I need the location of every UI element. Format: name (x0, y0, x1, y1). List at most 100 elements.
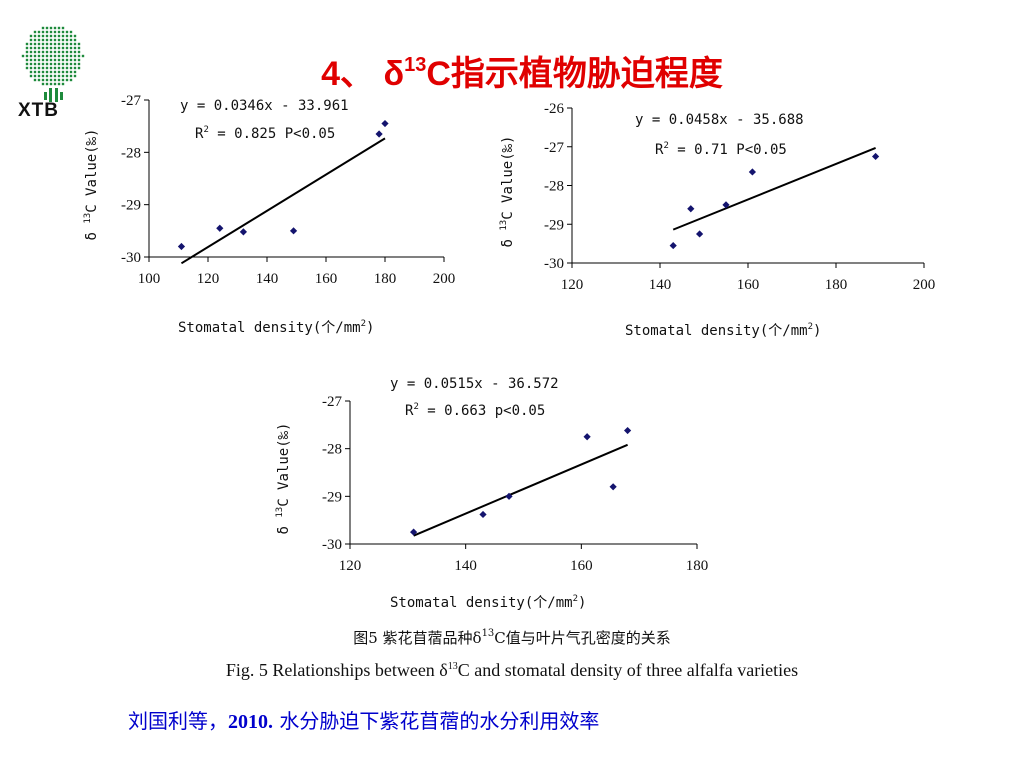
logo-dot (69, 78, 73, 82)
x-tick-label: 180 (825, 277, 848, 293)
logo-dot (73, 46, 77, 50)
logo-dot (77, 46, 81, 50)
y-tick-label: -27 (544, 140, 564, 156)
logo-dot (41, 38, 45, 42)
y-axis-label-part-2: C Value(‰) (500, 136, 516, 220)
citation-authors: 刘国利等， (128, 709, 228, 733)
logo-dot (57, 34, 61, 38)
x-axis-label-part-0: Stomatal density(个/mm (390, 595, 573, 611)
y-axis-label-part-0: δ (84, 224, 100, 241)
logo-dot (41, 62, 45, 66)
x-axis-label-part-0: Stomatal density(个/mm (625, 323, 808, 339)
logo-dot (61, 46, 65, 50)
trend-line (413, 443, 628, 537)
r-squared-label-part-2: = 0.663 p<0.05 (419, 403, 545, 419)
logo-dot (73, 74, 77, 78)
logo-dot (37, 74, 41, 78)
logo-dot (45, 78, 49, 82)
logo-dot (53, 54, 57, 58)
logo-dot (45, 70, 49, 74)
logo-dot (29, 62, 33, 66)
x-tick-label: 120 (339, 558, 362, 574)
logo-dot (61, 78, 65, 82)
logo-dot (57, 82, 61, 86)
r-squared-label-part-1: 2 (203, 125, 208, 135)
logo-dot (49, 70, 53, 74)
logo-dot (29, 66, 33, 70)
x-tick-label: 140 (649, 277, 672, 293)
logo-dot (29, 70, 33, 74)
y-tick-label: -27 (121, 93, 141, 109)
logo-dot (41, 50, 45, 54)
logo-dot (57, 26, 61, 30)
logo-dot (45, 62, 49, 66)
caption-cn-prefix: 图5 紫花苜蓿品种δ (353, 629, 482, 647)
logo-dot (57, 42, 61, 46)
r-squared-label: R2 = 0.825 P<0.05 (195, 125, 335, 142)
logo-dot (69, 42, 73, 46)
logo-dot (45, 26, 49, 30)
logo-dot (77, 54, 81, 58)
logo-dot (57, 38, 61, 42)
x-tick-label: 180 (374, 271, 397, 287)
logo-dot (69, 50, 73, 54)
r-squared-label-part-2: = 0.71 P<0.05 (669, 142, 787, 158)
logo-dot (61, 58, 65, 62)
logo-dot (53, 62, 57, 66)
logo-dot (49, 46, 53, 50)
x-tick-label: 100 (138, 271, 161, 287)
logo-dot (65, 38, 69, 42)
logo-dot (45, 58, 49, 62)
y-tick-label: -28 (322, 442, 342, 458)
r-squared-label-part-0: R (405, 403, 414, 419)
logo-dot (41, 78, 45, 82)
logo-dot (61, 62, 65, 66)
logo-dot (25, 42, 29, 46)
y-axis-label-part-1: 13 (83, 213, 93, 224)
logo-dot (33, 34, 37, 38)
logo-dot (37, 78, 41, 82)
logo-dot (77, 50, 81, 54)
logo-dot (33, 66, 37, 70)
logo-dot (41, 30, 45, 34)
logo-dot (65, 46, 69, 50)
logo-dot (41, 26, 45, 30)
logo-dot (69, 74, 73, 78)
logo-dot (57, 50, 61, 54)
logo-dot (77, 58, 81, 62)
data-point (381, 119, 389, 128)
data-point (748, 168, 756, 176)
x-tick-label: 140 (454, 558, 477, 574)
y-tick-label: -28 (121, 145, 141, 161)
y-tick-label: -29 (121, 198, 141, 214)
logo-dot (45, 46, 49, 50)
y-tick-label: -29 (544, 217, 564, 233)
y-axis-label: δ 13C Value(‰) (499, 136, 516, 248)
y-tick-label: -27 (322, 394, 342, 410)
caption-cn-suffix: C值与叶片气孔密度的关系 (494, 629, 671, 647)
y-axis-label-part-2: C Value(‰) (84, 129, 100, 213)
logo-dot (45, 74, 49, 78)
logo-dot (65, 74, 69, 78)
logo-dot (49, 26, 53, 30)
r-squared-label-part-1: 2 (413, 402, 418, 412)
logo-dot (53, 34, 57, 38)
x-axis-label: Stomatal density(个/mm2) (178, 319, 374, 336)
logo-dot (65, 54, 69, 58)
logo-dot (45, 82, 49, 86)
logo-dot (45, 54, 49, 58)
x-tick-label: 160 (737, 277, 760, 293)
logo-dot (65, 58, 69, 62)
logo-trunk (49, 88, 52, 102)
x-axis-label-part-1: 2 (361, 319, 366, 329)
logo-dot (65, 30, 69, 34)
y-tick-label: -30 (121, 250, 141, 266)
logo-dot (57, 62, 61, 66)
x-tick-label: 180 (686, 558, 709, 574)
logo-dot (81, 54, 85, 58)
logo-dot (49, 42, 53, 46)
logo-dot (53, 58, 57, 62)
data-point (216, 224, 224, 232)
x-axis-label-part-0: Stomatal density(个/mm (178, 320, 361, 336)
logo-dot (49, 78, 53, 82)
